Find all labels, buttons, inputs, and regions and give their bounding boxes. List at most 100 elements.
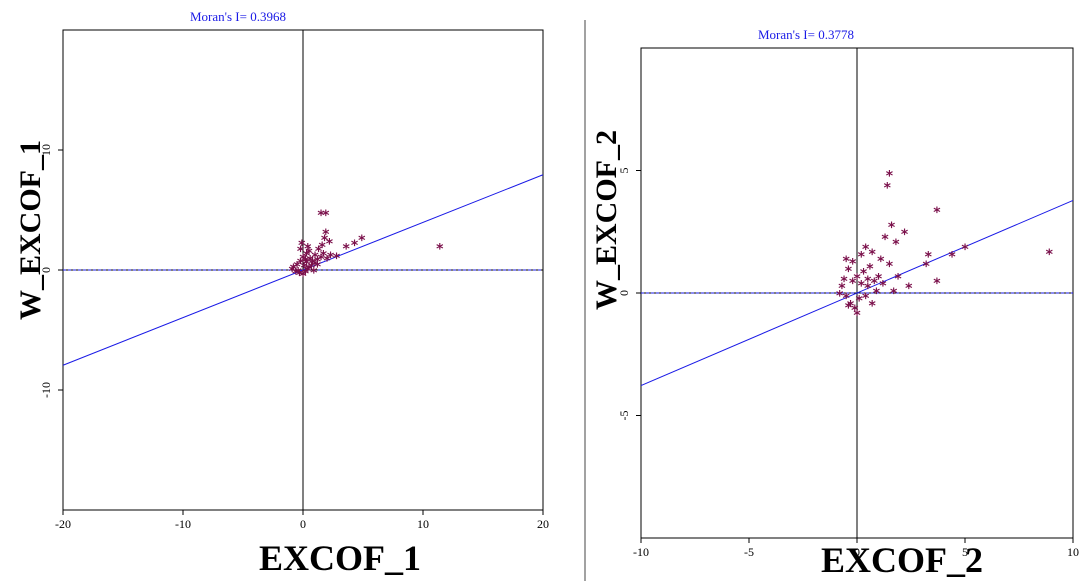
data-point: * bbox=[853, 308, 861, 324]
y-tick-label: 5 bbox=[617, 168, 631, 174]
data-point: * bbox=[343, 241, 351, 257]
data-point: * bbox=[961, 242, 969, 258]
data-point: * bbox=[295, 265, 303, 281]
chart-title: Moran's I= 0.3778 bbox=[758, 27, 854, 42]
data-point: * bbox=[845, 264, 853, 280]
data-point: * bbox=[333, 251, 341, 267]
data-point: * bbox=[304, 241, 312, 257]
data-point: * bbox=[843, 254, 851, 270]
data-point: * bbox=[864, 281, 872, 297]
x-tick-label: 10 bbox=[1067, 545, 1079, 559]
regression-line-path bbox=[62, 174, 544, 366]
data-point: * bbox=[873, 286, 881, 302]
data-point: * bbox=[309, 256, 317, 272]
data-point: * bbox=[296, 268, 304, 284]
data-point: * bbox=[843, 291, 851, 307]
data-point: * bbox=[314, 259, 322, 275]
y-tick-label: 0 bbox=[39, 267, 53, 273]
data-point: * bbox=[875, 271, 883, 287]
data-point: * bbox=[892, 237, 900, 253]
tick-labels: -10 -5 0 5 10 -5 0 5 bbox=[617, 168, 1079, 560]
data-point: * bbox=[933, 276, 941, 292]
data-point: * bbox=[322, 227, 330, 243]
chart-title: Moran's I= 0.3968 bbox=[190, 9, 286, 24]
data-point: * bbox=[297, 244, 305, 260]
data-point: * bbox=[838, 281, 846, 297]
data-point: * bbox=[933, 205, 941, 221]
y-tick-label: 0 bbox=[617, 290, 631, 296]
y-axis-title: W_EXCOF_1 bbox=[14, 140, 47, 320]
data-point: * bbox=[311, 258, 319, 274]
regression-line-path bbox=[640, 199, 1074, 387]
data-point: * bbox=[847, 298, 855, 314]
x-tick-label: -20 bbox=[55, 517, 71, 531]
data-point: * bbox=[905, 281, 913, 297]
data-point: * bbox=[289, 264, 297, 280]
data-point: * bbox=[302, 267, 310, 283]
data-point: * bbox=[293, 259, 301, 275]
chart-panel-2: Moran's I= 0.3778 -10 -5 0 5 10-505 ******* *… bbox=[590, 27, 1079, 580]
data-point: * bbox=[855, 293, 863, 309]
data-point: * bbox=[922, 259, 930, 275]
x-tick-label: -10 bbox=[633, 545, 649, 559]
data-point: * bbox=[314, 255, 322, 271]
data-point: * bbox=[317, 252, 325, 268]
x-tick-label: 0 bbox=[854, 545, 860, 559]
data-point: * bbox=[326, 237, 334, 253]
data-point: * bbox=[858, 279, 866, 295]
data-point: * bbox=[862, 242, 870, 258]
data-point: * bbox=[317, 208, 325, 224]
data-point: * bbox=[321, 233, 329, 249]
data-point: * bbox=[836, 288, 844, 304]
data-point: * bbox=[297, 256, 305, 272]
data-point: * bbox=[320, 249, 328, 265]
data-point: * bbox=[886, 259, 894, 275]
data-point: * bbox=[436, 241, 444, 257]
x-tick-label: 0 bbox=[300, 517, 306, 531]
data-point: * bbox=[890, 286, 898, 302]
data-point: * bbox=[868, 247, 876, 263]
data-point: * bbox=[302, 255, 310, 271]
data-point: * bbox=[315, 244, 323, 260]
data-point: * bbox=[327, 250, 335, 266]
x-tick-label: 10 bbox=[417, 517, 429, 531]
x-axis-title: EXCOF_2 bbox=[821, 540, 983, 580]
data-point: * bbox=[888, 220, 896, 236]
data-point: * bbox=[860, 266, 868, 282]
data-point: * bbox=[858, 249, 866, 265]
data-point: * bbox=[292, 267, 300, 283]
y-axis-title: W_EXCOF_2 bbox=[590, 130, 623, 310]
data-point: * bbox=[299, 269, 307, 285]
x-tick-label: -5 bbox=[744, 545, 754, 559]
data-point: * bbox=[851, 303, 859, 319]
data-point: * bbox=[303, 257, 311, 273]
regression-line bbox=[640, 199, 1074, 387]
data-point: * bbox=[319, 240, 327, 256]
scatter-points: ****************************************… bbox=[836, 168, 1054, 324]
y-tick-label: -10 bbox=[39, 382, 53, 398]
data-point: * bbox=[323, 253, 331, 269]
data-point: * bbox=[853, 271, 861, 287]
x-tick-label: -10 bbox=[175, 517, 191, 531]
data-point: * bbox=[298, 238, 306, 254]
y-tick-label: 10 bbox=[39, 144, 53, 156]
data-point: * bbox=[299, 252, 307, 268]
data-point: * bbox=[308, 261, 316, 277]
data-point: * bbox=[310, 265, 318, 281]
data-point: * bbox=[301, 261, 309, 277]
data-point: * bbox=[901, 227, 909, 243]
tick-labels: -20 -10 0 10 20 -10 0 10 bbox=[39, 144, 549, 531]
data-point: * bbox=[886, 168, 894, 184]
data-point: * bbox=[881, 232, 889, 248]
data-point: * bbox=[290, 262, 298, 278]
data-point: * bbox=[868, 298, 876, 314]
data-point: * bbox=[862, 291, 870, 307]
data-point: * bbox=[866, 262, 874, 278]
data-point: * bbox=[304, 264, 312, 280]
scatter-points: ****************************************… bbox=[289, 208, 445, 285]
x-axis-title: EXCOF_1 bbox=[259, 538, 421, 578]
data-point: * bbox=[871, 276, 879, 292]
data-point: * bbox=[894, 271, 902, 287]
